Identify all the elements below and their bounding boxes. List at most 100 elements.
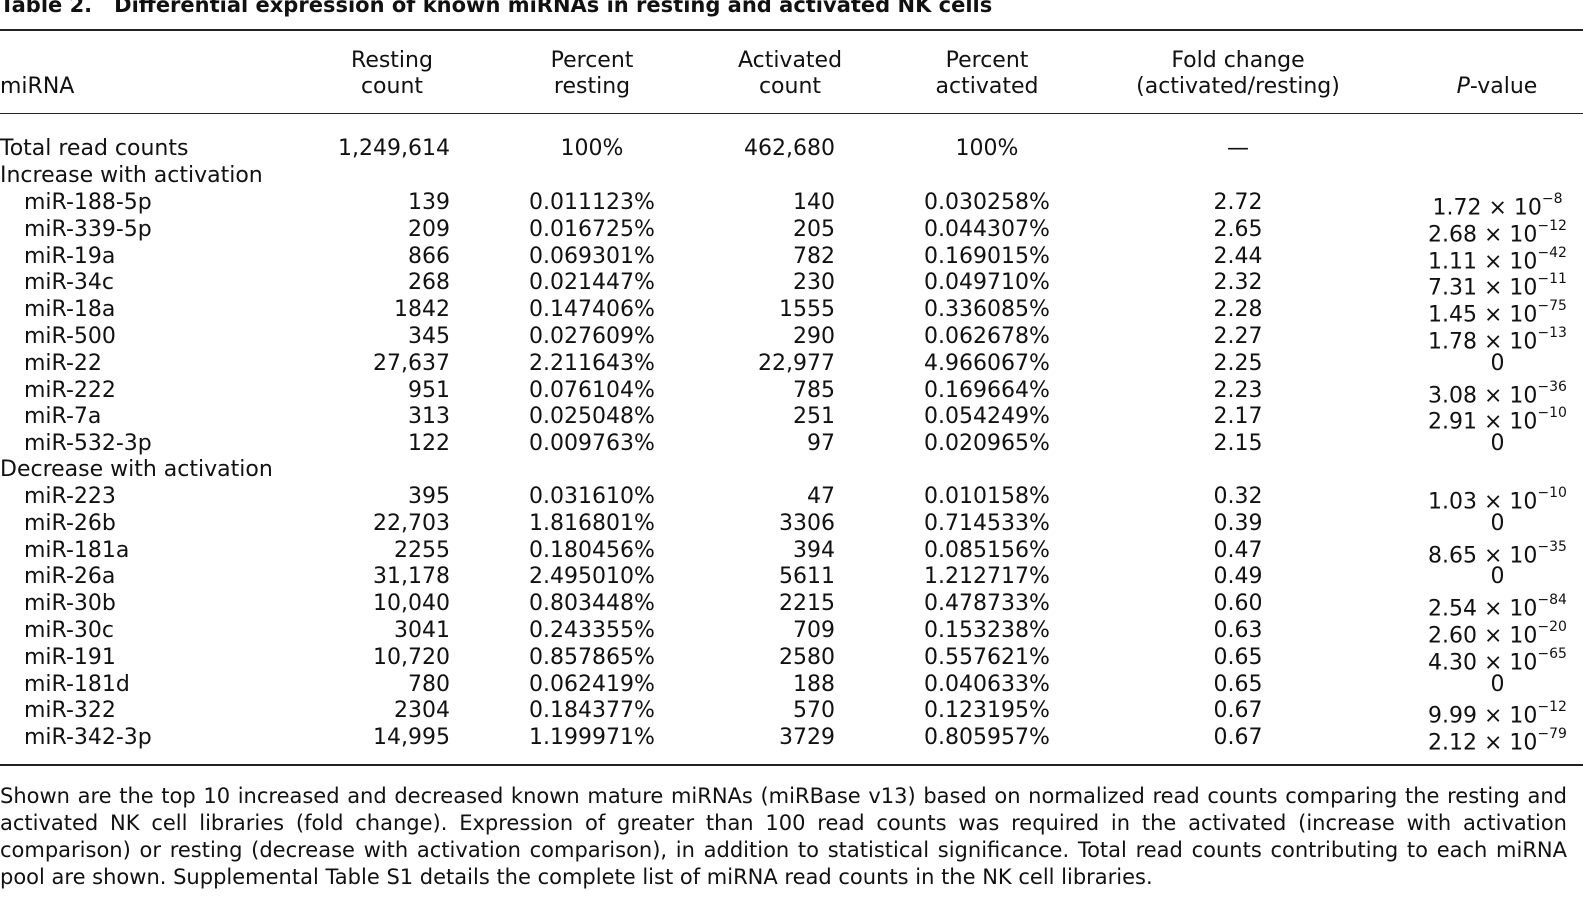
pvalue-exponent: −10: [1537, 405, 1567, 422]
pvalue-mantissa: 1.11 × 10: [1428, 248, 1538, 274]
percent-resting-cell: 0.857865%: [529, 644, 655, 670]
mirna-cell: miR-18a: [24, 297, 116, 323]
resting-count-cell: 780: [408, 671, 450, 697]
table-row: miR-191 10,720 0.857865% 2580 0.557621% 0.65 4…: [0, 644, 1583, 675]
pvalue-mantissa: 1.03 × 10: [1428, 489, 1538, 515]
percent-resting-cell: 0.011123%: [529, 190, 655, 215]
top-rule: [0, 29, 1583, 31]
mirna-cell: miR-7a: [24, 404, 102, 430]
pvalue-exponent: −65: [1537, 645, 1567, 662]
fold-change-cell: 2.25: [1213, 350, 1263, 376]
pvalue-mantissa: 2.12 × 10: [1428, 730, 1538, 756]
activated-count-cell: 290: [793, 324, 835, 349]
resting-count-cell: 951: [408, 377, 450, 403]
table-row: miR-18a 1842 0.147406% 1555 0.336085% 2.28 1.4…: [0, 296, 1583, 327]
percent-activated-cell: 0.044307%: [924, 216, 1050, 242]
resting-count-cell: 2255: [394, 537, 450, 563]
table-row: miR-223 395 0.031610% 47 0.010158% 0.32 1.03 ×…: [0, 483, 1583, 514]
pvalue-cell: 2.68 × 10−12: [1405, 216, 1583, 248]
resting-count-cell: 31,178: [373, 564, 450, 590]
mirna-cell: miR-22: [24, 350, 102, 376]
table-row: miR-26b 22,703 1.816801% 3306 0.714533% 0.39 0: [0, 510, 1583, 537]
row-label: Total read counts: [0, 136, 189, 161]
fold-change-cell: 2.17: [1213, 404, 1263, 430]
table-row: miR-342-3p 14,995 1.199971% 3729 0.805957% 0.…: [0, 724, 1583, 755]
mirna-cell: miR-222: [24, 377, 116, 403]
percent-resting-cell: 0.031610%: [529, 484, 655, 509]
pvalue-mantissa: 1.45 × 10: [1428, 302, 1538, 328]
activated-count-cell: 3306: [779, 510, 835, 536]
percent-activated-cell: 0.049710%: [924, 270, 1050, 296]
mirna-cell: miR-191: [24, 644, 116, 670]
mirna-cell: miR-181d: [24, 671, 130, 697]
mirna-cell: miR-30b: [24, 591, 116, 617]
mirna-cell: miR-188-5p: [24, 190, 152, 215]
resting-count-cell: 10,720: [373, 644, 450, 670]
table-row: miR-22 27,637 2.211643% 22,977 4.966067% 2.25…: [0, 350, 1583, 377]
activated-count-cell: 1555: [779, 297, 835, 323]
fold-change-cell: 2.28: [1213, 297, 1263, 323]
resting-count-cell: 14,995: [373, 725, 450, 751]
resting-count-cell: 2304: [394, 698, 450, 724]
activated-count-cell: 570: [793, 698, 835, 724]
table-row: miR-532-3p 122 0.009763% 97 0.020965% 2.15 0: [0, 430, 1583, 457]
resting-count-cell: 866: [408, 243, 450, 269]
pvalue-mantissa: 0: [1490, 350, 1505, 376]
resting-count-cell: 10,040: [373, 591, 450, 617]
pvalue-cell: 3.08 × 10−36: [1405, 377, 1583, 409]
fold-change-cell: 2.44: [1213, 243, 1263, 269]
activated-count-cell: 251: [793, 404, 835, 430]
table-row: miR-188-5p 139 0.011123% 140 0.030258% 2.72 1.…: [0, 189, 1583, 220]
header-fold-change: Fold change (activated/resting): [1136, 48, 1340, 99]
fold-change-cell: 2.27: [1213, 324, 1263, 349]
percent-activated-cell: 0.169664%: [924, 377, 1050, 403]
mirna-cell: miR-532-3p: [24, 431, 152, 457]
percent-activated-cell: 0.805957%: [924, 725, 1050, 751]
activated-count-cell: 785: [793, 377, 835, 403]
table-row: miR-34c 268 0.021447% 230 0.049710% 2.32 7.31 …: [0, 269, 1583, 300]
header-percent-activated: Percent activated: [935, 48, 1039, 99]
table-row: miR-322 2304 0.184377% 570 0.123195% 0.67 9.99…: [0, 697, 1583, 728]
table-row: miR-181d 780 0.062419% 188 0.040633% 0.65 0: [0, 671, 1583, 698]
table-row: miR-19a 866 0.069301% 782 0.169015% 2.44 1.11 …: [0, 243, 1583, 274]
table-row: miR-7a 313 0.025048% 251 0.054249% 2.17 2.91 ×…: [0, 403, 1583, 434]
pvalue-cell: 0: [1405, 430, 1583, 457]
mirna-cell: miR-34c: [24, 270, 114, 296]
pvalue-mantissa: 7.31 × 10: [1428, 275, 1538, 301]
fold-change-cell: 0.60: [1213, 591, 1263, 617]
pvalue-cell: 1.78 × 10−13: [1405, 323, 1583, 355]
activated-count-cell: 97: [807, 431, 835, 457]
table-row: miR-30c 3041 0.243355% 709 0.153238% 0.63 2.60…: [0, 617, 1583, 648]
percent-resting-cell: 0.062419%: [529, 671, 655, 697]
percent-resting-cell: 2.495010%: [529, 564, 655, 590]
pvalue-exponent: −12: [1537, 217, 1567, 234]
mirna-cell: miR-500: [24, 324, 116, 349]
mirna-cell: miR-181a: [24, 537, 130, 563]
fold-change-cell: —: [1227, 136, 1249, 161]
pvalue-mantissa: 1.78 × 10: [1428, 329, 1538, 355]
activated-count-cell: 22,977: [758, 350, 835, 376]
percent-activated-cell: 0.169015%: [924, 243, 1050, 269]
pvalue-exponent: −75: [1537, 298, 1567, 315]
mirna-cell: miR-223: [24, 484, 116, 509]
pvalue-cell: 1.03 × 10−10: [1405, 483, 1583, 515]
pvalue-cell: 4.30 × 10−65: [1405, 644, 1583, 676]
activated-count-cell: 2215: [779, 591, 835, 617]
fold-change-cell: 0.49: [1213, 564, 1263, 590]
pvalue-exponent: −35: [1537, 538, 1567, 555]
percent-resting-cell: 0.184377%: [529, 698, 655, 724]
pvalue-cell: 7.31 × 10−11: [1405, 269, 1583, 301]
percent-resting-cell: 1.816801%: [529, 510, 655, 536]
activated-count-cell: 462,680: [744, 136, 835, 161]
pvalue-exponent: −8: [1541, 191, 1563, 207]
percent-activated-cell: 0.040633%: [924, 671, 1050, 697]
pvalue-cell: 2.60 × 10−20: [1405, 617, 1583, 649]
percent-activated-cell: 0.062678%: [924, 324, 1050, 349]
percent-resting-cell: 0.147406%: [529, 297, 655, 323]
pvalue-cell: 1.72 × 10−8: [1405, 189, 1583, 221]
fold-change-cell: 2.15: [1213, 431, 1263, 457]
pvalue-mantissa: 9.99 × 10: [1428, 703, 1538, 729]
pvalue-mantissa: 2.54 × 10: [1428, 596, 1538, 622]
percent-activated-cell: 4.966067%: [924, 350, 1050, 376]
activated-count-cell: 394: [793, 537, 835, 563]
